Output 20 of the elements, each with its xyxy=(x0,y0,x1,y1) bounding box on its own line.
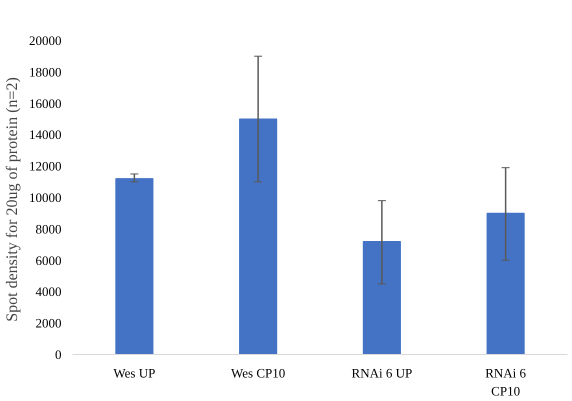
y-tick-label: 2000 xyxy=(36,316,62,331)
x-tick-label: Wes UP xyxy=(113,366,156,380)
y-tick-label: 12000 xyxy=(29,158,62,174)
bar xyxy=(362,240,401,354)
y-tick-label: 0 xyxy=(55,347,62,362)
y-tick-label: 8000 xyxy=(36,221,62,236)
x-tick-label: Wes CP10 xyxy=(231,366,286,380)
x-tick-label: RNAi 6 UP xyxy=(352,366,412,380)
y-tick-label: 16000 xyxy=(29,96,62,111)
y-tick-label: 20000 xyxy=(29,33,62,48)
bar xyxy=(486,212,525,354)
bar xyxy=(239,118,278,354)
y-tick-label: 6000 xyxy=(36,252,62,268)
y-tick-label: 14000 xyxy=(29,127,62,142)
bar xyxy=(115,178,154,354)
y-tick-label: 10000 xyxy=(29,190,62,205)
y-tick-label: 18000 xyxy=(29,64,62,80)
x-tick-label: RNAi 6 CP10 xyxy=(485,366,527,398)
y-tick-label: 4000 xyxy=(36,284,62,300)
y-axis-title: Spot density for 20ug of protein (n=2) xyxy=(4,77,21,322)
